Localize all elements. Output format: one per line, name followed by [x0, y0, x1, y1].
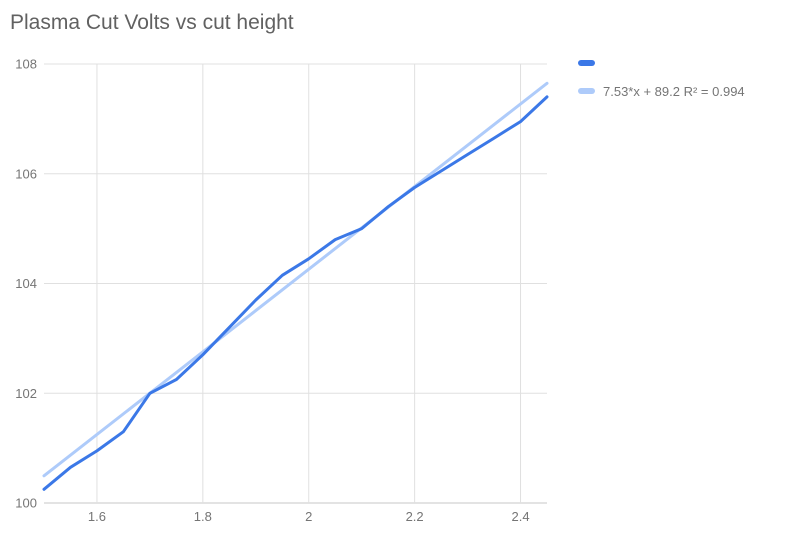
trend-line	[42, 81, 549, 478]
y-tick-label: 102	[15, 386, 37, 401]
x-tick-label: 1.8	[194, 509, 212, 524]
series-swatch	[578, 60, 595, 66]
x-tick-label: 2	[305, 509, 312, 524]
x-tick-label: 1.6	[88, 509, 106, 524]
legend-item-series	[578, 49, 745, 77]
series-line	[42, 95, 549, 491]
x-tick-label: 2.2	[406, 509, 424, 524]
trendline-swatch	[578, 88, 595, 94]
legend-item-trendline: 7.53*x + 89.2 R² = 0.994	[578, 77, 745, 105]
trendline-legend-label: 7.53*x + 89.2 R² = 0.994	[603, 83, 745, 99]
y-tick-label: 104	[15, 276, 37, 291]
legend: 7.53*x + 89.2 R² = 0.994	[578, 49, 745, 105]
x-tick-label: 2.4	[511, 509, 529, 524]
y-tick-label: 106	[15, 166, 37, 181]
y-tick-label: 100	[15, 496, 37, 511]
chart-title: Plasma Cut Volts vs cut height	[10, 11, 294, 34]
y-tick-label: 108	[15, 57, 37, 72]
